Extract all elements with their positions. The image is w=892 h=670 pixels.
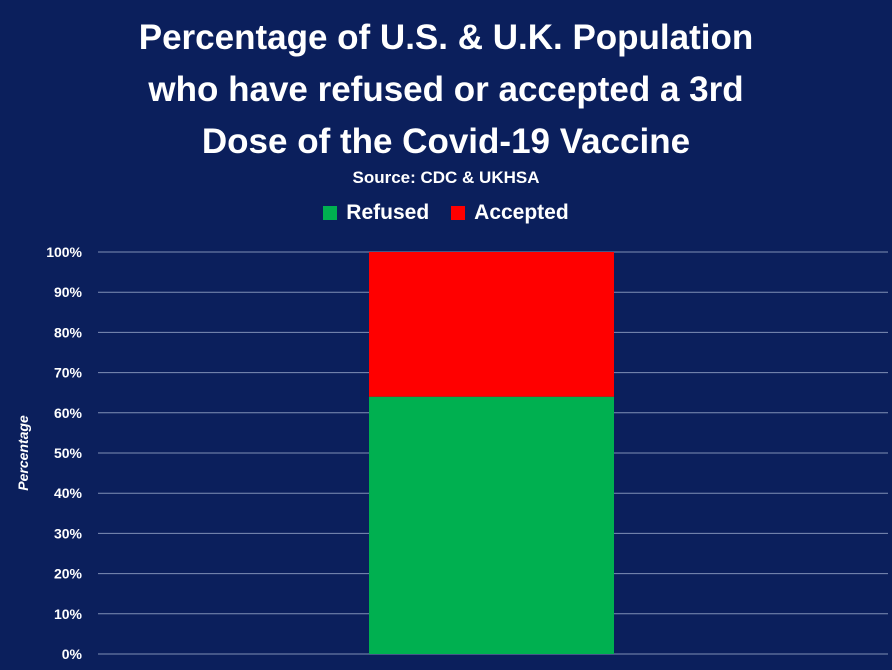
y-tick-label: 60% xyxy=(54,405,83,421)
y-tick-label: 40% xyxy=(54,485,83,501)
y-tick-label: 20% xyxy=(54,566,83,582)
y-axis-ticks: 0% 10% 20% 30% 40% 50% 60% 70% 80% 90% 100% xyxy=(46,244,82,662)
chart-title-line-3: Dose of the Covid-19 Vaccine xyxy=(201,122,691,161)
chart-title-line-2: who have refused or accepted a 3rd xyxy=(148,70,744,109)
y-axis-label: Percentage xyxy=(15,415,31,491)
chart-subtitle: Source: CDC & UKHSA xyxy=(352,168,540,187)
bar-segment-accepted xyxy=(369,252,614,397)
bar-group xyxy=(369,252,614,654)
y-tick-label: 70% xyxy=(54,365,83,381)
y-tick-label: 90% xyxy=(54,284,83,300)
y-tick-label: 100% xyxy=(46,244,82,260)
y-tick-label: 0% xyxy=(62,646,83,662)
y-tick-label: 80% xyxy=(54,324,83,340)
legend-label-accepted: Accepted xyxy=(474,201,569,224)
bar-segment-refused xyxy=(369,396,614,654)
y-tick-label: 30% xyxy=(54,525,83,541)
chart-title: Percentage of U.S. & U.K. Population who… xyxy=(0,12,892,168)
legend-swatch-accepted xyxy=(451,206,466,220)
chart-title-line-1: Percentage of U.S. & U.K. Population xyxy=(138,18,754,57)
legend-swatch-refused xyxy=(323,206,338,220)
legend-item-refused: Refused xyxy=(323,201,429,225)
legend-item-accepted: Accepted xyxy=(451,201,569,225)
y-tick-label: 10% xyxy=(54,606,83,622)
y-tick-label: 50% xyxy=(54,445,83,461)
chart-legend: Refused Accepted xyxy=(0,201,892,225)
legend-label-refused: Refused xyxy=(346,201,430,224)
